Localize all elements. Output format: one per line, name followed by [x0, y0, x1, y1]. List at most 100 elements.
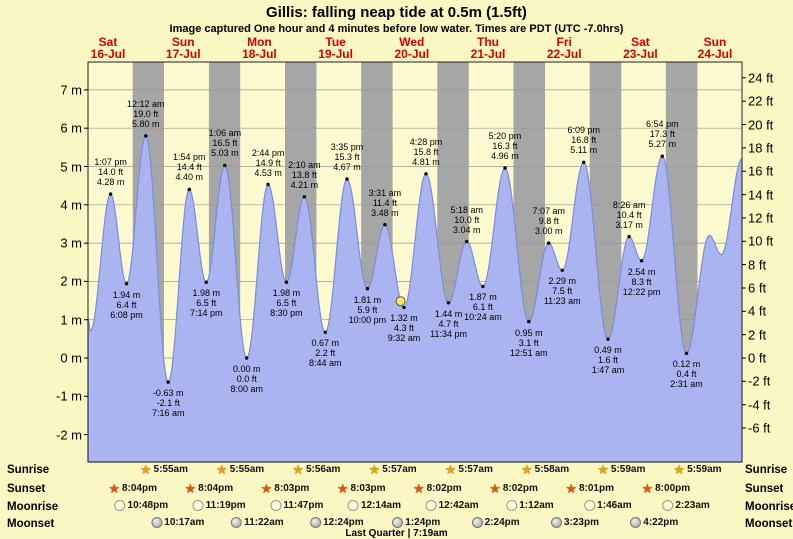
- page-subtitle: Image captured One hour and 4 minutes be…: [169, 23, 624, 35]
- sun-icon: ★: [412, 481, 425, 496]
- sunrise-row: Sunrise Sunrise ★ 5:55am ★ 5:55am ★ 5:56am ★ 5:…: [0, 462, 793, 480]
- moonset-time: 11:22am: [244, 517, 284, 528]
- moon-phase-label: Last Quarter | 7:19am: [345, 528, 448, 539]
- moonset-marker: 2:24pm: [471, 517, 520, 528]
- moonset-time: 12:24pm: [323, 517, 364, 528]
- sunrise-marker: ★ 5:59am: [673, 463, 721, 476]
- moon-icon: [425, 500, 437, 511]
- sunset-time: 8:01pm: [578, 483, 614, 494]
- sunrise-time: 5:58am: [534, 464, 570, 475]
- moon-icon: [630, 517, 642, 528]
- tide-extremum-dot: [284, 280, 289, 284]
- moonrise-time: 1:12am: [519, 500, 554, 511]
- moonrise-marker: 11:47pm: [270, 500, 323, 511]
- plot-frame: [87, 61, 743, 463]
- tide-extremum-dot: [465, 239, 469, 244]
- sunset-marker: ★ 8:02pm: [413, 482, 462, 495]
- moon-icon: [231, 517, 243, 528]
- tide-extremum-dot: [527, 319, 531, 324]
- page-title: Gillis: falling neap tide at 0.5m (1.5ft…: [266, 4, 527, 21]
- moonrise-marker: 2:23am: [662, 500, 710, 511]
- moonset-row-label-right: Moonset: [745, 518, 793, 530]
- sunset-row-label-right: Sunset: [745, 483, 784, 495]
- sunrise-time: 5:57am: [382, 464, 417, 475]
- moonrise-marker: 11:19pm: [192, 500, 246, 511]
- sunrise-time: 5:55am: [153, 464, 188, 475]
- tide-extremum-dot: [582, 160, 586, 164]
- tide-extremum-dot: [660, 154, 664, 158]
- moonset-time: 4:22pm: [643, 517, 679, 528]
- sunset-time: 8:04pm: [121, 483, 157, 494]
- moon-icon: [550, 517, 562, 528]
- sunrise-marker: ★ 5:55am: [216, 463, 264, 476]
- sun-icon: ★: [444, 462, 457, 477]
- moon-icon: [151, 517, 163, 528]
- moonrise-row-label-right: Moonrise: [745, 501, 793, 513]
- moonset-row: Moonset Moonset 10:17am 11:22am 12:24pm 1:2…: [0, 516, 793, 534]
- sunset-time: 8:03pm: [274, 483, 310, 494]
- sunset-marker: ★ 8:04pm: [185, 482, 234, 495]
- sunset-time: 8:00pm: [655, 483, 691, 494]
- tide-extremum-dot: [606, 337, 610, 341]
- tide-extremum-dot: [345, 177, 349, 181]
- tide-extremum-dot: [560, 268, 564, 272]
- tide-curve-area: [87, 135, 743, 463]
- tide-extremum-dot: [266, 182, 270, 187]
- tide-extremum-dot: [323, 330, 327, 334]
- tide-extremum-dot: [166, 380, 170, 384]
- moon-icon: [662, 500, 674, 511]
- moon-icon: [347, 500, 359, 511]
- moon-icon: [310, 517, 322, 528]
- sunrise-row-label-right: Sunrise: [745, 464, 788, 476]
- sunset-row-label-left: Sunset: [7, 483, 46, 495]
- moon-icon: [192, 500, 204, 511]
- sunrise-time: 5:57am: [458, 464, 493, 475]
- sunrise-time: 5:59am: [610, 464, 646, 475]
- sunrise-time: 5:56am: [305, 464, 341, 475]
- moonrise-time: 1:46am: [597, 500, 632, 511]
- sun-icon: ★: [139, 462, 152, 477]
- sunrise-marker: ★ 5:55am: [140, 463, 188, 476]
- tide-extremum-dot: [187, 187, 191, 192]
- sun-icon: ★: [108, 481, 120, 496]
- tide-extremum-dot: [383, 223, 387, 227]
- sunrise-time: 5:55am: [229, 464, 265, 475]
- sunset-marker: ★ 8:04pm: [108, 482, 157, 495]
- moonset-row-label-left: Moonset: [7, 518, 55, 530]
- moonrise-row-label-left: Moonrise: [7, 501, 59, 513]
- tide-extremum-dot: [503, 166, 507, 170]
- sun-icon: ★: [184, 481, 197, 496]
- sun-icon: ★: [260, 481, 273, 496]
- sunset-marker: ★ 8:00pm: [641, 482, 690, 495]
- moonset-marker: 3:23pm: [550, 517, 599, 528]
- tide-extremum-dot: [108, 192, 113, 196]
- moonrise-time: 10:48pm: [127, 500, 169, 511]
- sunset-marker: ★ 8:03pm: [261, 482, 310, 495]
- tide-extremum-dot: [547, 241, 551, 245]
- tide-extremum-dot: [144, 134, 148, 138]
- moonrise-time: 2:23am: [675, 500, 710, 511]
- sunset-row: Sunset Sunset ★ 8:04pm ★ 8:04pm ★ 8:03pm ★ 8:03…: [0, 481, 793, 499]
- tide-extremum-dot: [204, 280, 208, 284]
- moonset-time: 10:17am: [164, 517, 205, 528]
- moon-icon: [114, 500, 126, 511]
- sun-icon: ★: [489, 481, 501, 496]
- tide-extremum-dot: [424, 172, 428, 176]
- sun-icon: ★: [673, 462, 686, 477]
- tide-extremum-dot: [124, 282, 129, 286]
- sunset-time: 8:02pm: [502, 483, 538, 494]
- sunrise-marker: ★ 5:56am: [292, 463, 340, 476]
- moonrise-time: 12:14am: [360, 500, 401, 511]
- sun-icon: ★: [565, 481, 577, 496]
- sunset-time: 8:04pm: [198, 483, 234, 494]
- tide-extremum-dot: [481, 284, 485, 289]
- moonrise-time: 11:19pm: [205, 500, 246, 511]
- sunrise-marker: ★ 5:58am: [521, 463, 569, 476]
- tide-extremum-dot: [684, 351, 689, 356]
- tide-extremum-dot: [223, 163, 227, 168]
- sunrise-marker: ★ 5:57am: [369, 463, 417, 476]
- moonrise-marker: 12:42am: [425, 500, 479, 511]
- capture-time-marker: [395, 296, 406, 307]
